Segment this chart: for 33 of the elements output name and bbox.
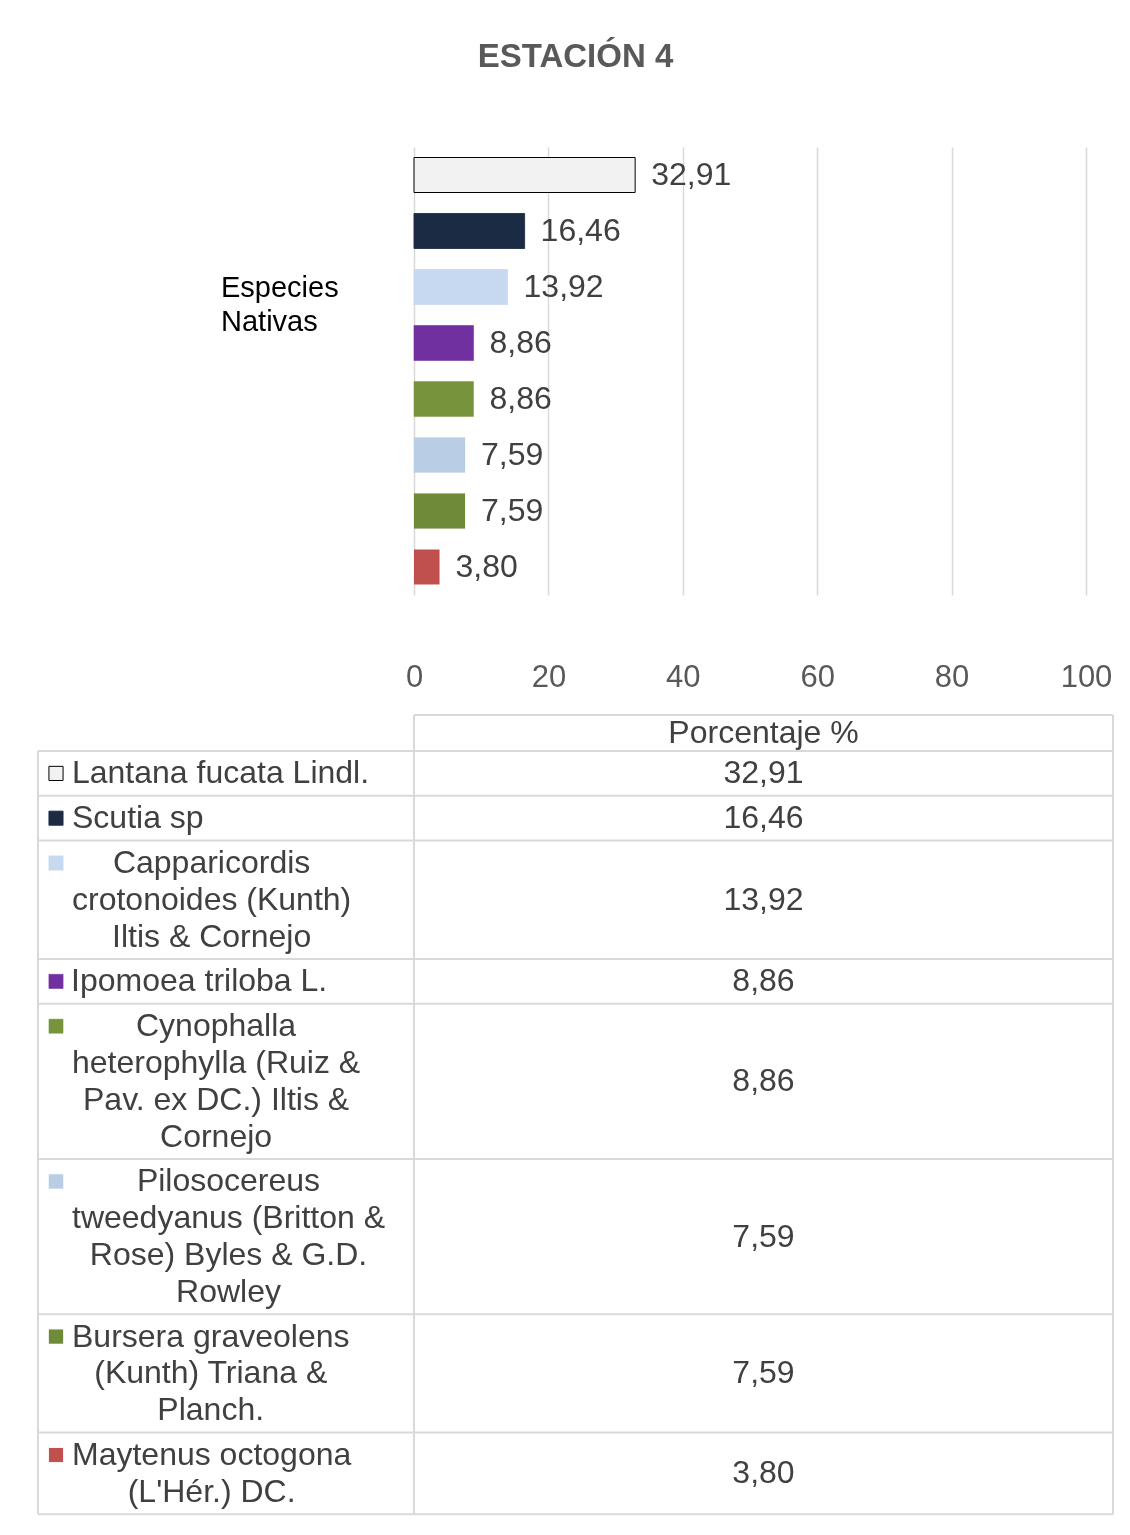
legend-label: Lantana fucata Lindl. [71,754,370,791]
x-tick-label: 40 [666,658,701,694]
data-label: 32,91 [651,156,732,192]
text: 8,86 [732,962,795,999]
chart-title: ESTACIÓN 4 [477,37,674,74]
text: 32,91 [723,754,804,791]
x-tick-label: 0 [405,658,424,694]
text: 7,59 [732,1217,795,1254]
x-axis-title: Porcentaje % [668,714,859,750]
x-tick-label: 20 [531,658,567,694]
data-label: 3,80 [455,548,518,584]
data-label: 7,59 [481,492,544,528]
data-label: 8,86 [489,380,552,416]
x-tick-label: 80 [934,658,970,694]
text: 8,86 [732,1062,795,1099]
legend-label: Pilosocereus tweedyanus (Britton & Rose) Byles & G.D. Rowley [71,1162,386,1309]
legend-label: Scutia sp [72,799,204,836]
legend-label: Maytenus octogona (L'Hér.) DC. [71,1436,352,1509]
x-tick-label: 100 [1060,658,1113,694]
data-label: 13,92 [523,268,604,304]
text: Especies Nativas [221,271,339,337]
text: 16,46 [723,799,804,836]
data-label: 8,86 [489,324,552,360]
text: 7,59 [732,1354,795,1391]
data-label: 7,59 [481,436,544,472]
x-tick-label: 60 [800,658,835,694]
legend-label: Capparicordis crotonoides (Kunth) Iltis & Cornejo [71,844,352,954]
text: 13,92 [723,880,804,917]
text: 3,80 [732,1454,795,1491]
legend-label: Ipomoea triloba L. [71,962,328,999]
legend-label: Cynophalla heterophylla (Ruiz & Pav. ex DC.) Iltis & Cornejo [71,1007,361,1154]
data-label: 16,46 [540,212,621,248]
legend-label: Bursera graveolens (Kunth) Triana & Planch. [71,1317,350,1428]
